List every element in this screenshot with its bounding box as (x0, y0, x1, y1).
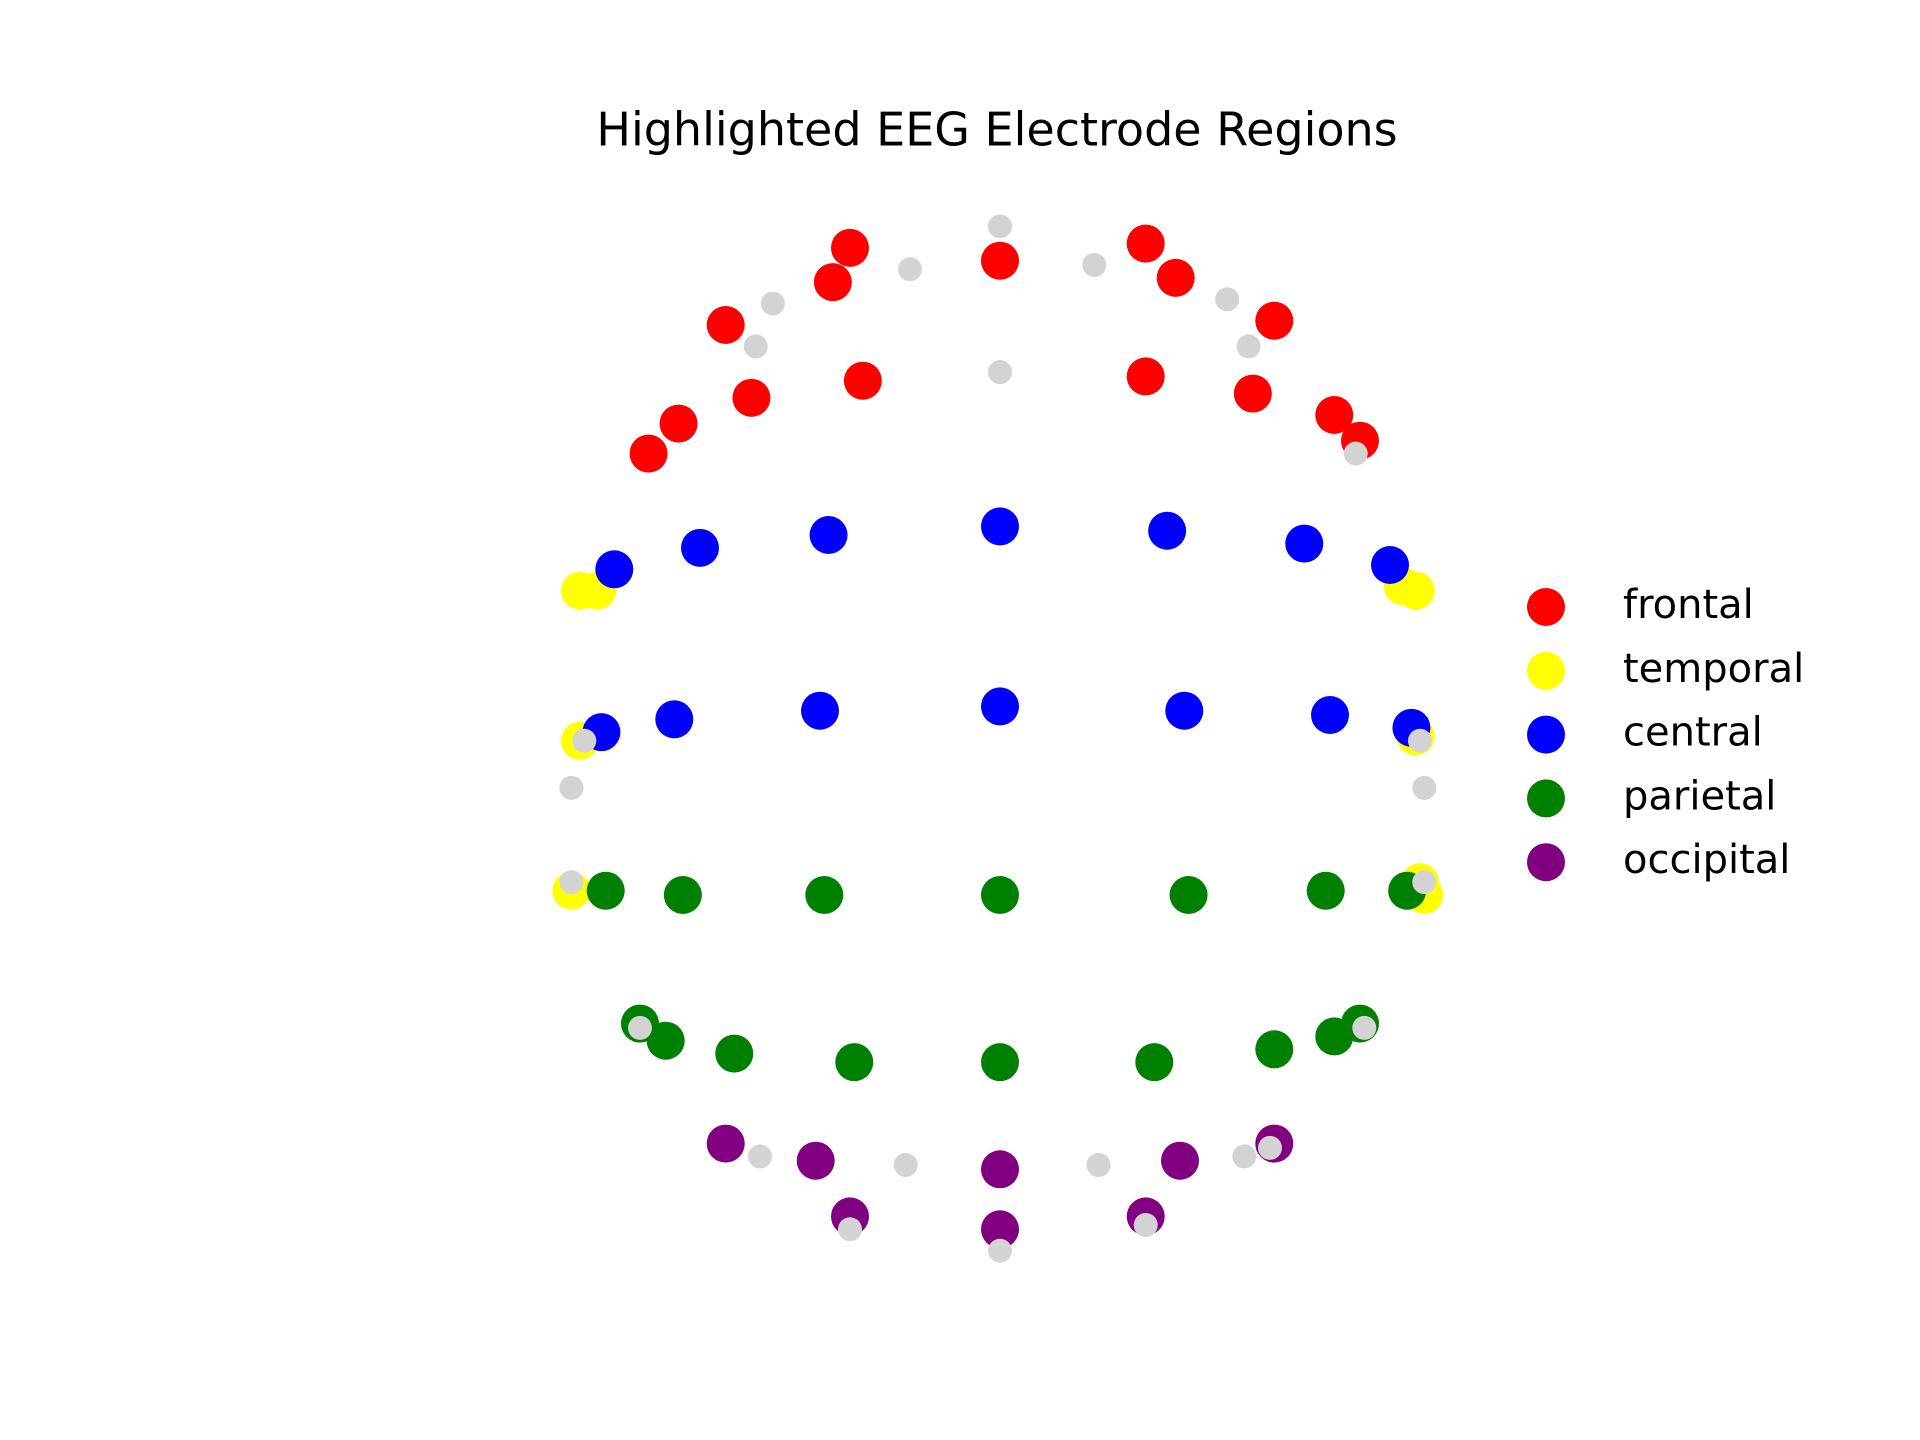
electrode-point (655, 700, 694, 739)
electrode-point (1233, 374, 1272, 413)
electrode-point (663, 876, 702, 914)
electrode-point (1285, 524, 1324, 563)
electrode-point (831, 228, 869, 267)
electrode-point (559, 775, 584, 800)
electrode-point (835, 1043, 874, 1082)
electrode-point (1315, 396, 1354, 434)
electrode-point (1082, 253, 1107, 277)
electrode-point (1161, 1141, 1199, 1180)
electrode-point (981, 1150, 1019, 1189)
electrode-point (981, 1210, 1019, 1249)
electrode-point (1215, 287, 1240, 312)
electrode-point (748, 1144, 772, 1169)
electrode-point (981, 507, 1019, 546)
electrode-point (988, 214, 1012, 239)
electrode-point (1408, 728, 1432, 753)
electrode-point (659, 404, 698, 443)
legend-marker (1527, 588, 1565, 626)
electrode-point (813, 263, 852, 302)
electrode-point (838, 1217, 862, 1242)
electrode-point (1352, 1015, 1377, 1040)
electrode-point (981, 876, 1019, 914)
electrode-point (1255, 1030, 1294, 1069)
electrode-point (898, 257, 922, 282)
electrode-point (595, 550, 634, 589)
electrode-point (743, 334, 768, 359)
legend-label: temporal (1623, 646, 1804, 692)
electrode-point (796, 1141, 835, 1180)
electrode-point (1255, 301, 1294, 340)
electrode-point (1165, 691, 1204, 730)
electrode-point (1371, 546, 1409, 584)
electrode-point (1236, 334, 1261, 359)
electrode-point (1126, 357, 1165, 396)
electrode-point (572, 728, 597, 753)
electrode-point (801, 691, 839, 730)
electrode-point (1169, 876, 1208, 914)
legend-label: occipital (1623, 837, 1790, 883)
electrode-point (893, 1153, 918, 1177)
legend: frontal temporal central parietal occipital (1527, 582, 1804, 883)
electrode-point (981, 1043, 1019, 1082)
legend-marker (1527, 651, 1565, 690)
electrode-point (843, 361, 882, 400)
electrode-point (1311, 696, 1349, 734)
plot-area (552, 214, 1444, 1263)
electrode-point (981, 687, 1019, 726)
electrode-point (1126, 224, 1165, 263)
electrode-point (559, 870, 584, 895)
electrode-point (809, 516, 848, 554)
electrode-point (1156, 258, 1195, 297)
electrode-point (628, 1015, 652, 1040)
electrode-point (715, 1034, 754, 1073)
electrode-point (1396, 571, 1435, 610)
legend-label: frontal (1623, 582, 1754, 628)
electrode-point (988, 360, 1012, 385)
electrode-point (1343, 441, 1368, 466)
electrode-point (706, 306, 745, 344)
legend-marker (1527, 715, 1565, 754)
legend-marker (1527, 779, 1565, 818)
electrode-point (681, 528, 719, 567)
electrode-point (988, 1238, 1012, 1263)
electrode-point (981, 241, 1019, 280)
electrode-point (805, 876, 844, 914)
electrode-point (732, 378, 771, 417)
legend-marker (1527, 843, 1565, 882)
electrode-point (1135, 1043, 1174, 1082)
electrode-point (1306, 871, 1345, 910)
electrode-point (1232, 1144, 1257, 1169)
electrode-point (1412, 870, 1437, 895)
legend-label: central (1623, 710, 1763, 756)
electrode-point (1258, 1135, 1282, 1160)
electrode-point (1148, 511, 1187, 550)
electrode-point (1412, 775, 1437, 800)
electrode-point (586, 871, 625, 910)
chart-title: Highlighted EEG Electrode Regions (596, 103, 1397, 157)
electrode-point (1086, 1153, 1111, 1177)
electrode-point (629, 434, 668, 473)
electrode-point (646, 1021, 685, 1060)
legend-label: parietal (1623, 773, 1776, 819)
electrode-point (1133, 1213, 1158, 1237)
electrode-point (706, 1124, 745, 1163)
electrode-point (760, 291, 785, 316)
